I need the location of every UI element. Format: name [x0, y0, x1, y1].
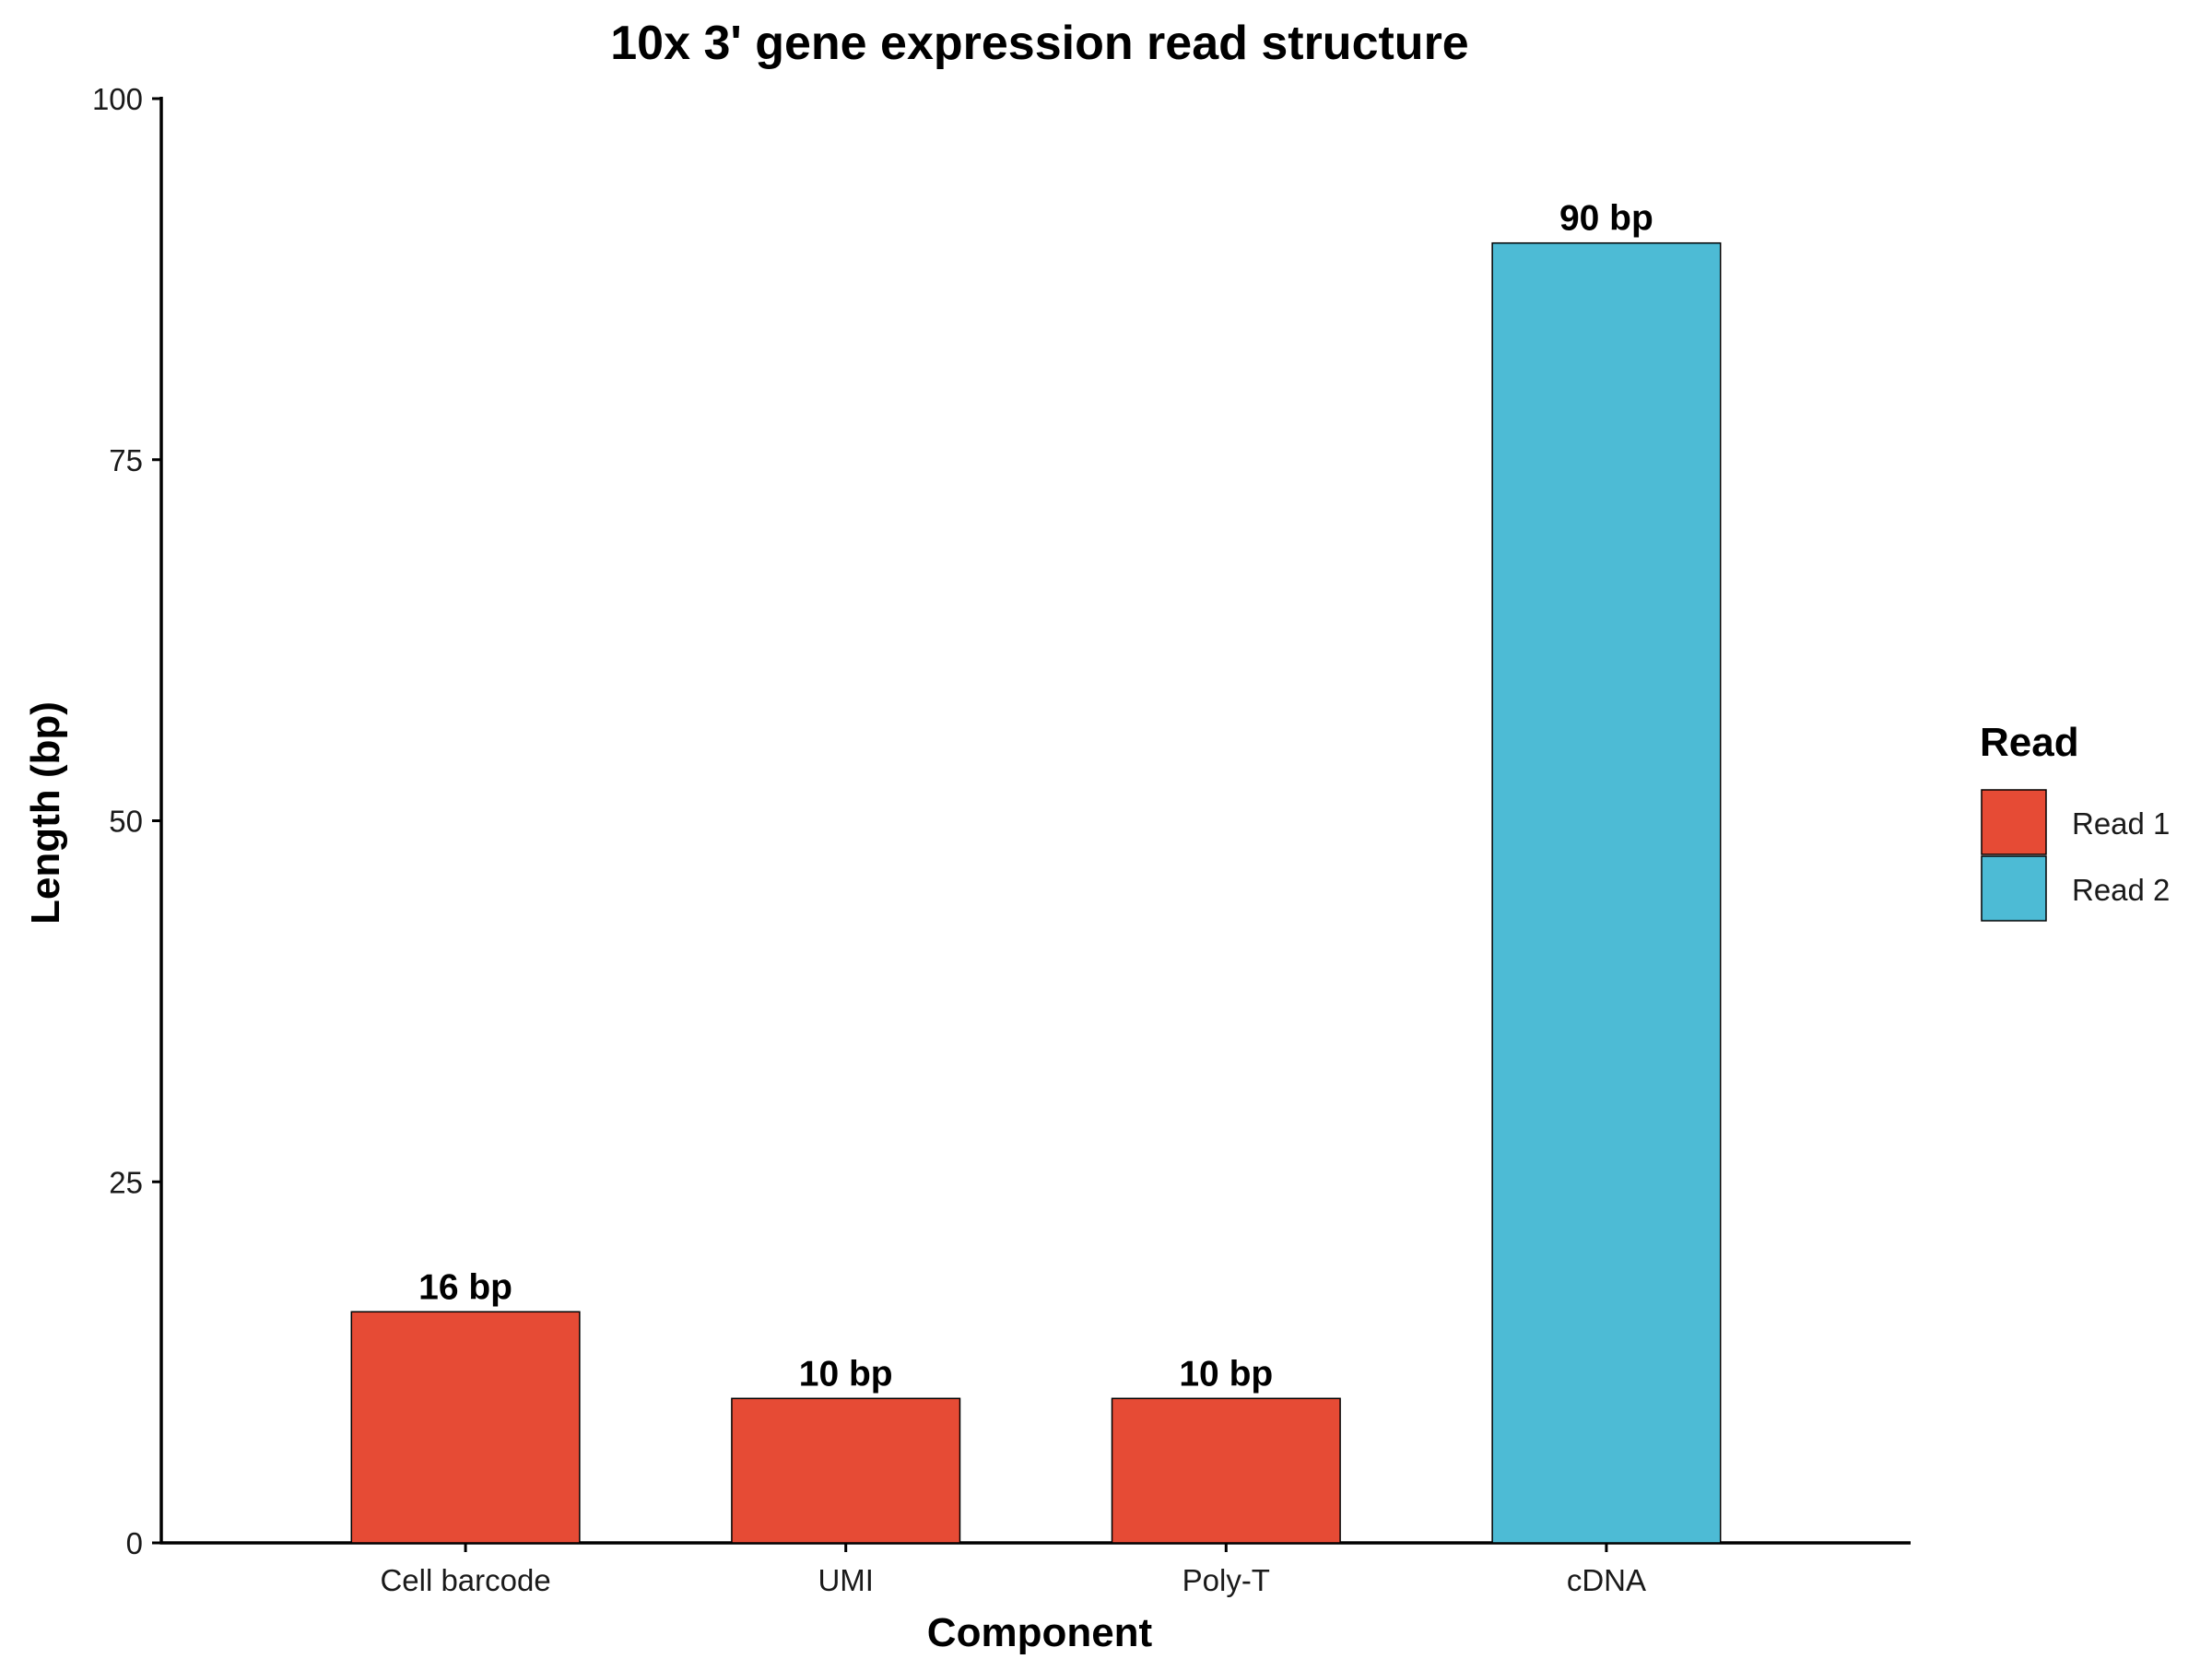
legend: Read Read 1 Read 2: [1980, 720, 2170, 922]
bar-cdna: [1491, 241, 1722, 1544]
y-axis: 0 25 50 75 100: [92, 82, 163, 1560]
legend-swatch-read-1: [1981, 789, 2047, 855]
y-tick-label: 75: [109, 443, 143, 477]
x-axis-title: Component: [927, 1610, 1153, 1655]
bar-cell-barcode: [350, 1311, 581, 1544]
legend-swatch-read-2: [1981, 855, 2047, 922]
x-tick-label: Poly-T: [1182, 1563, 1270, 1597]
data-label: 16 bp: [418, 1267, 512, 1307]
bars: [350, 241, 1722, 1544]
bar-poly-t: [1111, 1397, 1341, 1544]
y-tick-label: 0: [126, 1526, 143, 1560]
bar-umi: [731, 1397, 961, 1544]
x-tick-label: Cell barcode: [380, 1563, 550, 1597]
data-labels: 16 bp 10 bp 10 bp 90 bp: [418, 199, 1653, 1394]
y-tick-label: 100: [92, 82, 143, 116]
y-axis-title: Length (bp): [23, 701, 68, 924]
data-label: 10 bp: [1179, 1354, 1273, 1394]
legend-label-read-2: Read 2: [2072, 873, 2170, 907]
x-axis: Cell barcode UMI Poly-T cDNA: [159, 1541, 1911, 1597]
y-tick-label: 50: [109, 805, 143, 839]
legend-label-read-1: Read 1: [2072, 806, 2170, 841]
data-label: 10 bp: [799, 1354, 893, 1394]
legend-title: Read: [1980, 720, 2079, 765]
y-tick-label: 25: [109, 1165, 143, 1199]
chart-title: 10x 3' gene expression read structure: [610, 17, 1468, 70]
x-tick-label: cDNA: [1567, 1563, 1646, 1597]
data-label: 90 bp: [1559, 199, 1653, 239]
x-tick-label: UMI: [818, 1563, 874, 1597]
